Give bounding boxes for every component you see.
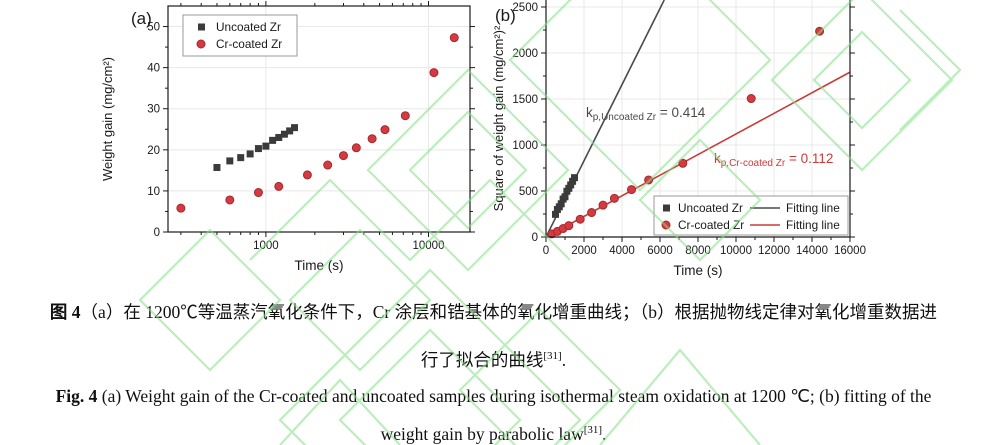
x-tick-label: 12000 bbox=[758, 245, 790, 257]
data-point bbox=[237, 154, 245, 162]
caption-cn-text2: 行了拟合的曲线 bbox=[420, 350, 544, 370]
legend-label: Uncoated Zr bbox=[678, 201, 743, 215]
legend-label: Fitting line bbox=[786, 201, 840, 215]
data-point bbox=[400, 111, 410, 121]
data-point bbox=[302, 170, 312, 180]
legend-marker bbox=[198, 23, 205, 31]
legend-marker bbox=[196, 39, 206, 49]
data-point bbox=[286, 127, 294, 135]
data-point bbox=[253, 188, 263, 198]
data-point bbox=[269, 136, 277, 144]
data-point bbox=[274, 181, 284, 191]
data-point bbox=[213, 163, 221, 171]
series-uncoated-zr bbox=[213, 124, 299, 171]
panel-label: (b) bbox=[495, 6, 516, 25]
x-tick-label: 1000 bbox=[253, 240, 279, 252]
caption-cn-reference: [31] bbox=[543, 350, 562, 363]
data-point bbox=[275, 133, 283, 141]
data-point bbox=[380, 125, 390, 135]
x-tick-label: 4000 bbox=[609, 245, 635, 257]
series-uncoated-zr bbox=[552, 174, 578, 218]
caption-en-text: (a) Weight gain of the Cr-coated and unc… bbox=[97, 386, 932, 406]
caption-en-figure-label: Fig. 4 bbox=[55, 386, 98, 406]
legend-marker bbox=[661, 220, 671, 230]
legend-label: Cr-coated Zr bbox=[678, 218, 744, 232]
data-point bbox=[571, 174, 578, 182]
caption-english-line1: Fig. 4 (a) Weight gain of the Cr-coated … bbox=[0, 386, 987, 407]
data-point bbox=[176, 203, 186, 213]
y-tick-label: 1000 bbox=[512, 140, 538, 152]
series-cr-coated-zr bbox=[176, 33, 459, 213]
legend-label: Cr-coated Zr bbox=[216, 37, 282, 51]
caption-cn-period: . bbox=[561, 350, 567, 370]
data-point bbox=[598, 200, 608, 210]
y-tick-label: 40 bbox=[147, 63, 160, 75]
y-tick-label: 0 bbox=[532, 232, 538, 244]
data-point bbox=[449, 33, 459, 43]
data-point bbox=[627, 185, 636, 195]
legend: Uncoated Zr Cr-coated Zr bbox=[182, 14, 298, 57]
data-point bbox=[351, 143, 361, 153]
x-tick-label: 8000 bbox=[685, 245, 711, 257]
caption-en-text2: weight gain by parabolic law bbox=[380, 424, 584, 444]
chart-a: 1000 10000 0 10 20 30 40 50 Time (s) Weight gain … bbox=[100, 1, 475, 273]
data-point bbox=[609, 193, 619, 203]
x-axis-title: Time (s) bbox=[295, 258, 344, 273]
y-tick-label: 1500 bbox=[512, 94, 538, 106]
data-point bbox=[367, 134, 377, 144]
data-point bbox=[254, 145, 262, 153]
y-tick-label: 2500 bbox=[512, 2, 538, 14]
data-point bbox=[225, 195, 235, 205]
data-point bbox=[564, 221, 574, 231]
legend: Uncoated Zr Fitting line Cr-coated Zr Fitti… bbox=[653, 195, 849, 236]
data-point bbox=[226, 157, 234, 165]
legend-label: Fitting line bbox=[786, 218, 840, 232]
caption-english-line2: weight gain by parabolic law[31]. bbox=[0, 424, 987, 445]
legend-label: Uncoated Zr bbox=[216, 20, 281, 34]
x-tick-label: 10000 bbox=[413, 240, 445, 252]
x-tick-label: 6000 bbox=[647, 245, 673, 257]
y-tick-label: 50 bbox=[147, 22, 160, 34]
data-point bbox=[746, 94, 756, 104]
data-point bbox=[338, 151, 348, 161]
x-axis-title: Time (s) bbox=[674, 263, 723, 278]
data-point bbox=[678, 158, 688, 168]
x-tick-label: 0 bbox=[543, 245, 549, 257]
legend-box bbox=[182, 14, 298, 57]
y-tick-label: 30 bbox=[147, 104, 160, 116]
x-tick-label: 14000 bbox=[796, 245, 828, 257]
x-tick-label: 16000 bbox=[834, 245, 866, 257]
y-axis-title: Weight gain (mg/cm²) bbox=[100, 57, 115, 181]
data-point bbox=[429, 68, 439, 78]
y-tick-label: 0 bbox=[154, 227, 160, 239]
data-point bbox=[291, 124, 299, 132]
data-point bbox=[246, 150, 254, 158]
caption-en-reference: [31] bbox=[583, 424, 603, 437]
caption-chinese-line2: 行了拟合的曲线[31]. bbox=[0, 347, 987, 372]
caption-chinese-line1: 图 4（a）在 1200℃等温蒸汽氧化条件下，Cr 涂层和锆基体的氧化增重曲线；… bbox=[0, 299, 987, 324]
annotation-kp: kp,Uncoated Zr = 0.414 bbox=[586, 105, 706, 123]
data-point bbox=[575, 214, 585, 224]
x-tick-label: 10000 bbox=[720, 245, 752, 257]
y-tick-label: 2000 bbox=[512, 48, 538, 60]
x-tick-label: 2000 bbox=[571, 245, 597, 257]
data-point bbox=[280, 130, 288, 138]
y-tick-label: 10 bbox=[147, 186, 160, 198]
panel-label: (a) bbox=[131, 9, 152, 28]
chart-b: 0 2000 4000 6000 8000 10000 12000 14000 16000 0 50… bbox=[491, 0, 866, 278]
data-point bbox=[815, 26, 825, 36]
data-point bbox=[262, 142, 270, 150]
data-point bbox=[644, 175, 654, 185]
caption-cn-figure-label: 图 4 bbox=[49, 302, 81, 322]
data-point bbox=[587, 208, 597, 218]
y-tick-label: 500 bbox=[519, 186, 538, 198]
caption-en-period: . bbox=[602, 424, 607, 444]
y-tick-label: 20 bbox=[147, 145, 160, 157]
y-axis-title: Square of weight gain (mg/cm²)² bbox=[491, 25, 506, 211]
caption-cn-text: （a）在 1200℃等温蒸汽氧化条件下，Cr 涂层和锆基体的氧化增重曲线；（b）… bbox=[80, 302, 938, 322]
data-point bbox=[323, 160, 333, 170]
legend-marker bbox=[663, 204, 670, 212]
